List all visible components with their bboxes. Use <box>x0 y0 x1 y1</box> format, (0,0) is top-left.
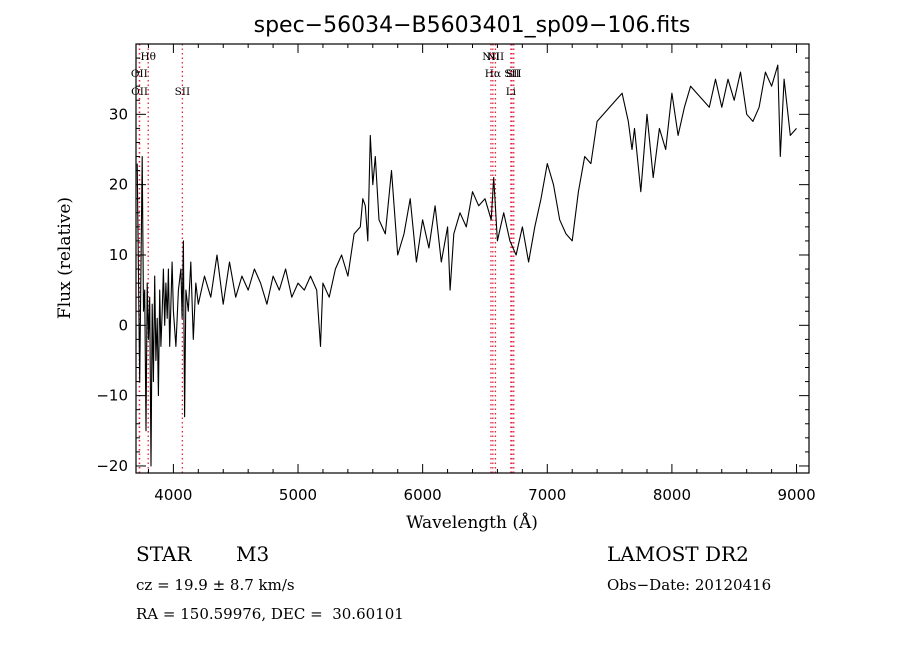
y-axis-ticks: −20 −10 0 10 20 30 <box>96 57 809 475</box>
y-tick-label: 10 <box>109 246 128 264</box>
y-tick-label: 0 <box>118 316 128 334</box>
spectral-line-markers <box>138 44 515 473</box>
y-tick-label: −20 <box>96 457 128 475</box>
observation-date: Obs−Date: 20120416 <box>607 576 772 594</box>
spectral-line-label: Hθ <box>140 51 155 63</box>
x-axis-label: Wavelength (Å) <box>406 512 538 533</box>
redshift-velocity: cz = 19.9 ± 8.7 km/s <box>136 576 295 594</box>
x-tick-label: 5000 <box>279 486 317 504</box>
plot-frame <box>135 43 810 474</box>
y-tick-label: 20 <box>109 176 128 194</box>
y-axis-label: Flux (relative) <box>55 197 75 319</box>
object-subclass: M3 <box>236 542 270 566</box>
spectral-line-label: NII <box>487 51 504 63</box>
chart-title: spec−56034−B5603401_sp09−106.fits <box>254 13 691 38</box>
sky-coordinates: RA = 150.59976, DEC = 30.60101 <box>136 605 404 623</box>
survey-name: LAMOST DR2 <box>607 542 749 566</box>
x-axis-ticks: 4000 5000 6000 7000 8000 9000 <box>147 44 816 504</box>
spectral-line-label: SII <box>504 68 520 80</box>
spectrum-chart: spec−56034−B5603401_sp09−106.fits Hθ OII O… <box>55 13 816 533</box>
spectral-line-label: NII <box>482 51 499 63</box>
object-class: STAR <box>136 542 192 566</box>
spectrum-line <box>136 64 797 467</box>
y-tick-label: 30 <box>109 105 128 123</box>
spectral-line-label: OII <box>131 86 148 98</box>
x-tick-label: 6000 <box>404 486 442 504</box>
spectral-line-label: Hα <box>485 68 501 80</box>
y-tick-label: −10 <box>96 387 128 405</box>
x-tick-label: 4000 <box>154 486 192 504</box>
spectral-line-label: Li <box>506 86 517 98</box>
spectral-line-label: SII <box>506 68 522 80</box>
spectral-line-label: OII <box>131 68 148 80</box>
x-tick-label: 7000 <box>528 486 566 504</box>
spectral-line-label: SII <box>175 86 191 98</box>
spectrum-series <box>136 64 797 467</box>
x-tick-label: 9000 <box>777 486 815 504</box>
x-tick-label: 8000 <box>653 486 691 504</box>
